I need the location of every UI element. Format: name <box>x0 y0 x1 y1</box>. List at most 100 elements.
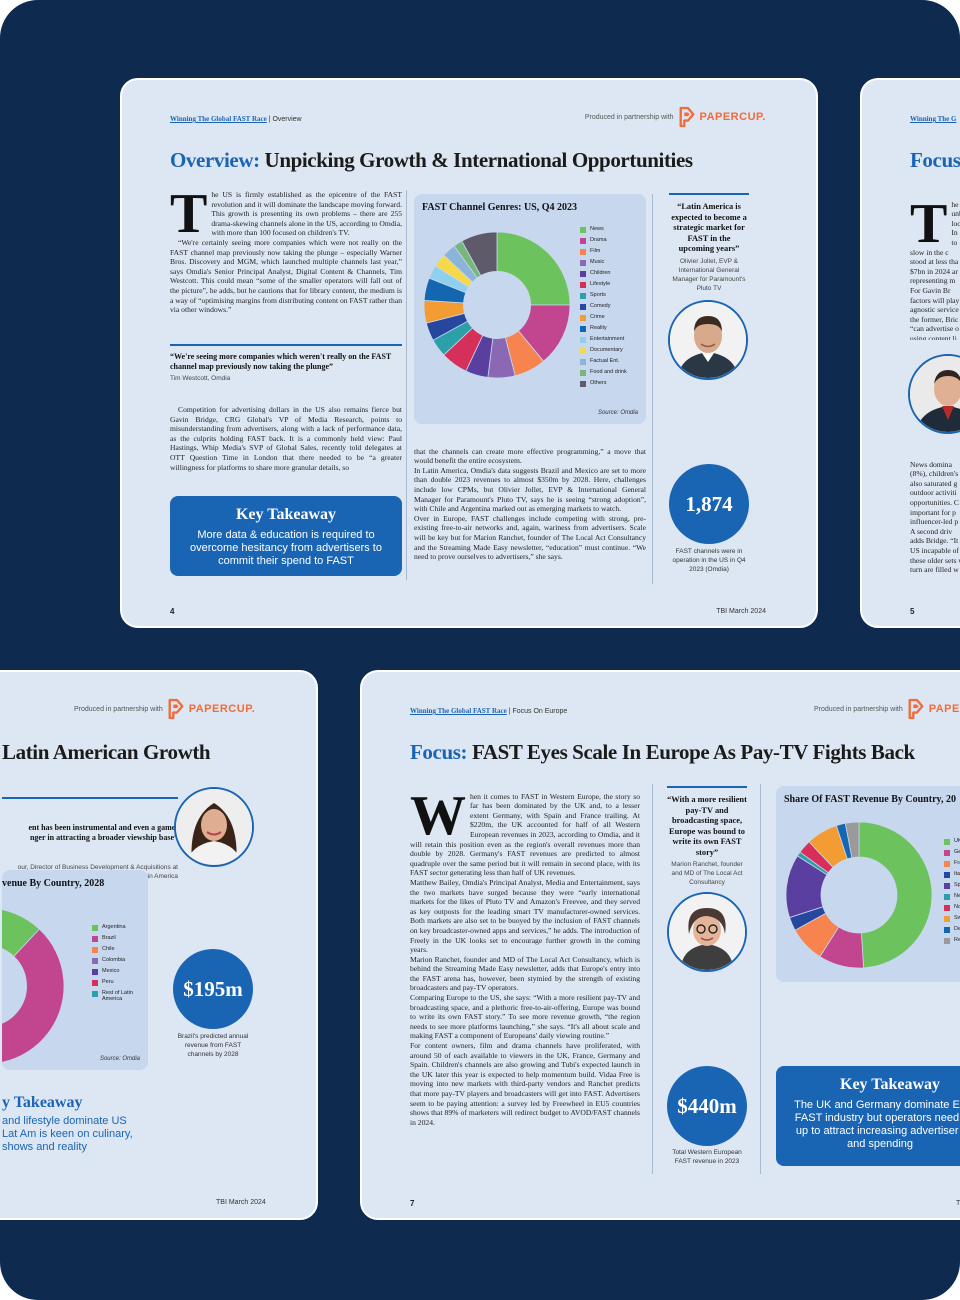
legend-label: Food and drink <box>590 369 627 375</box>
page-number: 4 <box>170 607 175 616</box>
page-7-europe: Winning The Global FAST Race | Focus On … <box>360 670 960 1220</box>
legend-item: Chile <box>92 946 146 957</box>
page-number: 7 <box>410 1199 415 1208</box>
side-quote: “Latin America is expected to become a s… <box>669 193 749 293</box>
stat-195m: $195m <box>173 949 253 1029</box>
legend-item: Rest <box>944 937 960 948</box>
legend-item: Sweden <box>944 915 960 926</box>
page-headline: Overview: Unpicking Growth & Internation… <box>170 148 693 173</box>
legend-item: Film <box>580 248 644 259</box>
papercup-wordmark: PAPERCUP. <box>188 703 256 715</box>
key-takeaway-box: Key Takeaway The UK and Germany dominate… <box>776 1066 960 1166</box>
legend-item: UK <box>944 838 960 849</box>
legend-item: Entertainment <box>580 336 644 347</box>
partner-credit-label: Produced in partnership with <box>814 705 903 713</box>
legend-label: Lifestyle <box>590 281 611 287</box>
legend-swatch <box>944 905 950 911</box>
legend-label: Others <box>590 380 607 386</box>
legend-label: Factual Ent. <box>590 358 620 364</box>
partner-credit: Produced in partnership with PAPERCUP. <box>74 698 255 720</box>
legend-swatch <box>580 359 586 365</box>
key-takeaway-title: Key Takeaway <box>840 1076 941 1093</box>
legend-label: Sweden <box>954 915 960 921</box>
key-takeaway-text: y Takeaway and lifestyle dominate US Lat… <box>2 1094 162 1154</box>
legend-swatch <box>944 839 950 845</box>
legend-item: Rest of Latin America <box>92 990 146 1002</box>
legend-label: Documentary <box>590 347 623 353</box>
para-1: he US is firmly established as the epice… <box>211 190 402 238</box>
slice-uk <box>858 821 933 969</box>
legend-item: Children <box>580 270 644 281</box>
stat-440m: $440m <box>667 1066 747 1146</box>
column-rule <box>760 784 761 1174</box>
papercup-logo: PAPERCUP. <box>167 698 255 720</box>
column-rule <box>652 784 653 1174</box>
slice-brazil <box>2 928 65 1063</box>
legend-item: Spain <box>944 882 960 893</box>
genres-legend: News Drama Film Music Children Lifestyle Sport… <box>580 226 644 391</box>
legend-swatch <box>580 293 586 299</box>
drop-cap: T <box>170 190 208 245</box>
chart-title: Share Of FAST Revenue By Country, 20 <box>784 794 956 805</box>
europe-chart: Share Of FAST Revenue By Country, 20 UK G… <box>776 786 960 982</box>
stat-caption: FAST channels were in operation in the U… <box>672 548 746 573</box>
running-header: Winning The G <box>910 115 956 123</box>
genres-donut <box>423 231 571 379</box>
partner-credit: Produced in partnership with PAPERCUP. <box>585 106 766 128</box>
pull-quote-text: “We're seeing more companies which weren… <box>170 352 392 371</box>
legend-label: Rest of Latin America <box>102 990 133 1002</box>
legend-swatch <box>92 991 98 997</box>
legend-item: Netherlands <box>944 893 960 904</box>
chart-source: Source: Omdia <box>597 410 638 416</box>
page-number: 5 <box>910 607 915 616</box>
papercup-logo: PAPERCUP. <box>678 106 766 128</box>
legend-swatch <box>580 260 586 266</box>
running-header: Winning The Global FAST Race | Overview <box>170 115 302 123</box>
legend-swatch <box>580 249 586 255</box>
legend-swatch <box>580 315 586 321</box>
legend-item: Mexico <box>92 968 146 979</box>
side-quote-attribution: Marion Ranchet, founder and MD of The Lo… <box>671 861 743 886</box>
page-headline: Focus <box>910 148 960 173</box>
legend-label: Germany <box>954 849 960 855</box>
legend-label: Netherlands <box>954 893 960 899</box>
legend-swatch <box>580 348 586 354</box>
running-header-section: | Focus On Europe <box>506 708 568 715</box>
legend-item: Documentary <box>580 347 644 358</box>
legend-item: Others <box>580 380 644 391</box>
side-quote-text: “With a more resilient pay-TV and broadc… <box>667 795 747 857</box>
legend-swatch <box>580 227 586 233</box>
headline-text: FAST Eyes Scale In Europe As Pay-TV Figh… <box>467 740 915 764</box>
legend-item: Music <box>580 259 644 270</box>
running-header-title[interactable]: Winning The Global FAST Race <box>170 115 267 123</box>
papercup-wordmark: PAPERCUP. <box>928 703 960 715</box>
legend-swatch <box>944 916 950 922</box>
legend-label: Crime <box>590 314 605 320</box>
legend-item: Nordics <box>944 904 960 915</box>
legend-swatch <box>580 282 586 288</box>
legend-item: Italy <box>944 871 960 882</box>
avatar-olivier-jollet <box>668 300 748 380</box>
running-header: Winning The Global FAST Race | Focus On … <box>410 707 567 715</box>
issue-label: TBI March 2024 <box>216 1199 266 1206</box>
legend-swatch <box>944 861 950 867</box>
pull-quote-text: ent has been instrumental and even a gam… <box>28 823 178 842</box>
drop-cap: W <box>410 784 466 847</box>
legend-label: Sports <box>590 292 606 298</box>
running-header-title[interactable]: Winning The G <box>910 115 957 123</box>
issue-label: TBI March 2024 <box>716 608 766 615</box>
legend-item: Comedy <box>580 303 644 314</box>
papercup-logo: PAPERCUP. <box>907 698 960 720</box>
side-quote-attribution: Olivier Jollet, EVP & International Gene… <box>672 257 746 292</box>
column-rule <box>652 194 653 584</box>
legend-item: France <box>944 860 960 871</box>
legend-swatch <box>580 238 586 244</box>
stat-value: $440m <box>677 1093 737 1118</box>
legend-swatch <box>944 927 950 933</box>
legend-swatch <box>92 980 98 986</box>
legend-label: Nordics <box>954 904 960 910</box>
running-header-title[interactable]: Winning The Global FAST Race <box>410 707 507 715</box>
papercup-mark-icon <box>908 698 924 720</box>
pull-quote: “We're seeing more companies which weren… <box>170 344 402 383</box>
